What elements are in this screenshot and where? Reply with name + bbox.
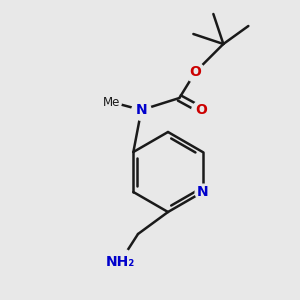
Text: N: N: [197, 185, 208, 199]
Text: N: N: [136, 103, 147, 117]
Text: Me: Me: [103, 95, 120, 109]
Text: NH₂: NH₂: [105, 255, 135, 269]
Text: N: N: [197, 185, 208, 199]
Text: O: O: [195, 103, 207, 117]
Text: O: O: [189, 65, 201, 79]
